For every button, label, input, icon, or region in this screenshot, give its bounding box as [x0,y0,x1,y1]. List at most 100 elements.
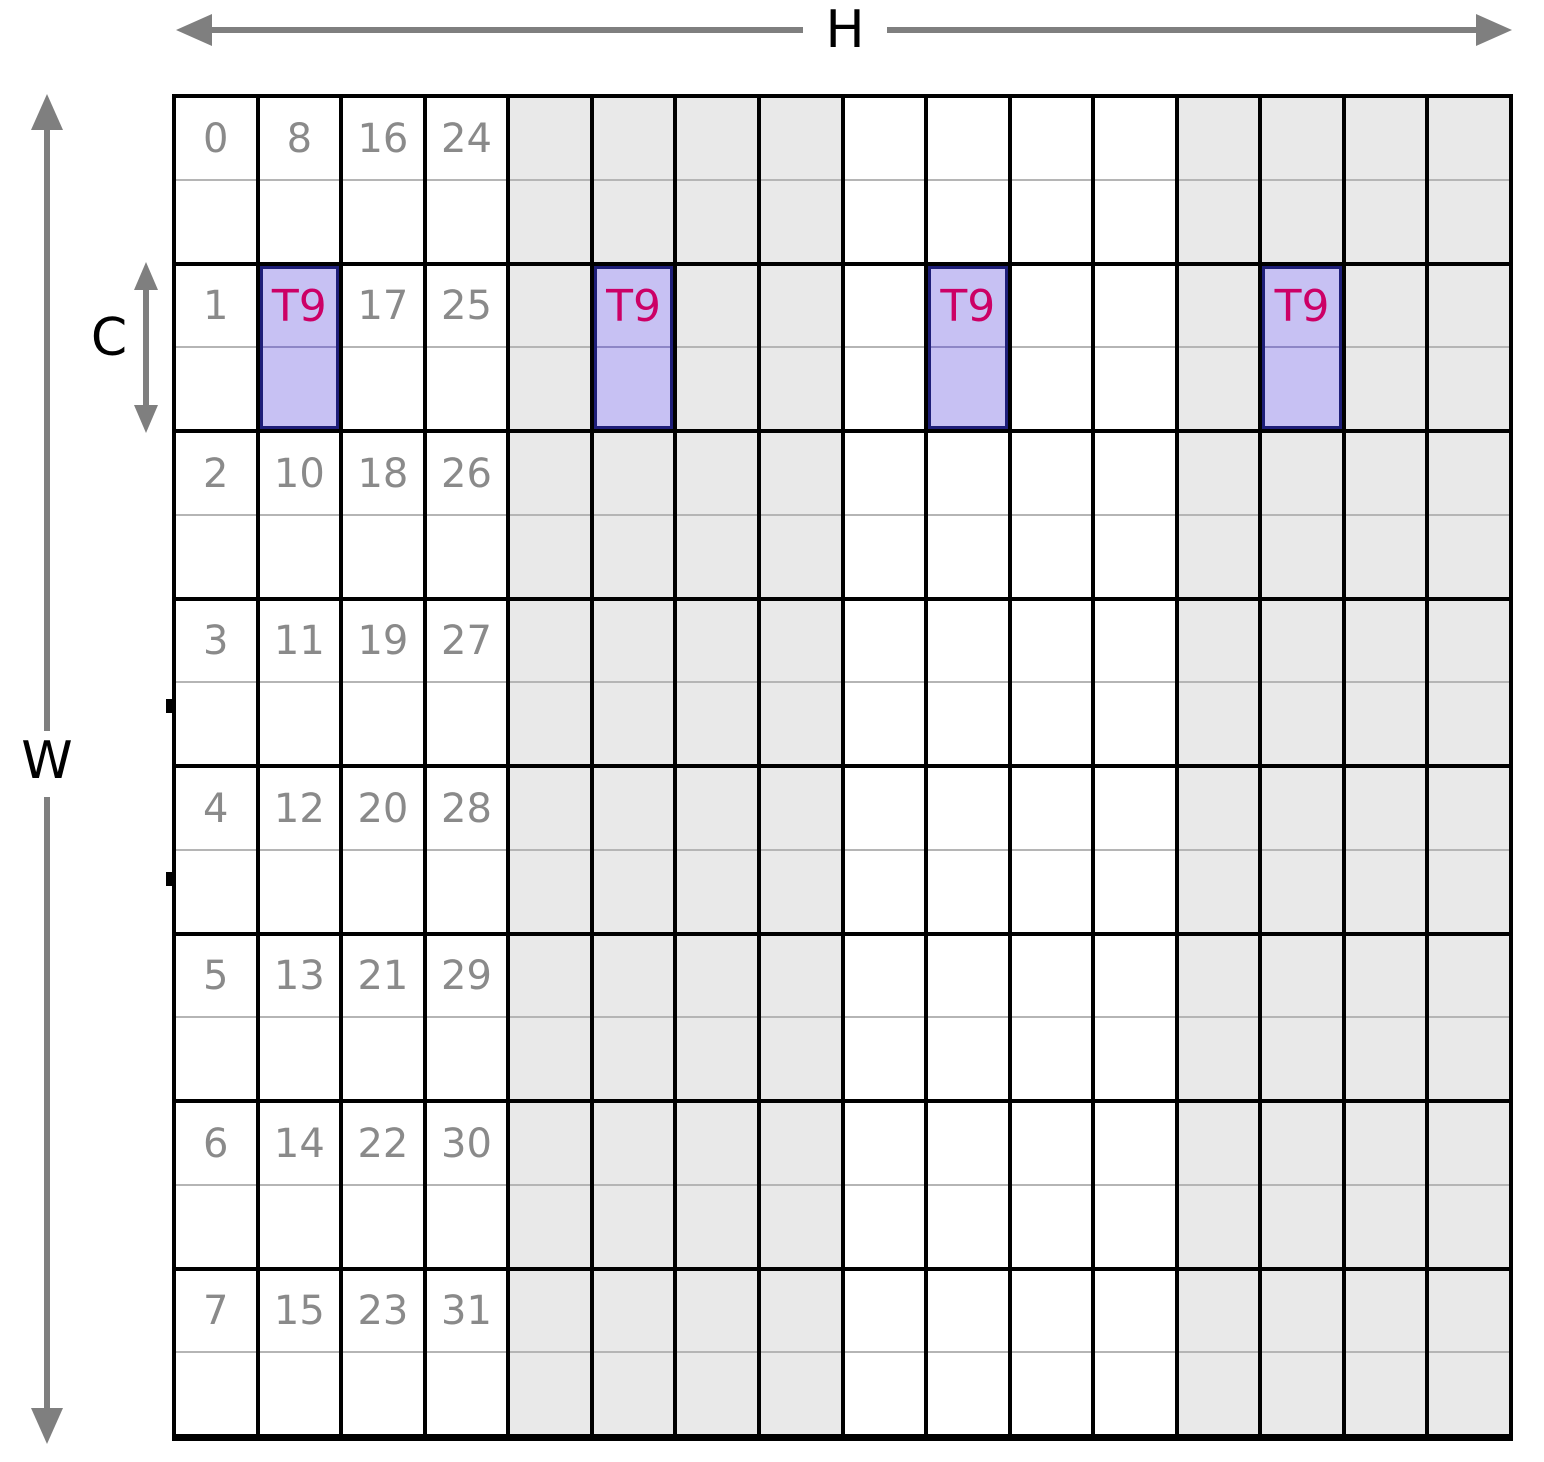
grid-cell-r3-c14 [1345,600,1426,764]
grid-cell-r6-c5 [593,1103,674,1267]
sub-row-divider [593,1351,674,1354]
grid-cell-r6-c10 [1011,1103,1092,1267]
cell-blank [845,1103,925,1185]
thread-label: T9 [940,280,996,332]
sub-row-divider [1345,1351,1426,1354]
cell-blank [1429,601,1509,683]
sub-row-divider [259,1016,340,1019]
cell-blank [594,433,674,515]
cell-blank [510,1103,590,1185]
sub-row-divider [928,1183,1008,1186]
left-border-tick [166,872,173,886]
sub-row-divider [1345,513,1426,516]
grid-cell-r2-c15 [1429,433,1509,597]
sub-row-divider [593,178,674,181]
cell-blank [845,936,925,1018]
sub-row-divider [343,178,423,181]
grid-cell-r5-c11 [1095,935,1175,1099]
cell-blank [761,601,841,683]
grid-cell-r3-c11 [1095,600,1175,764]
sub-row-divider [1429,848,1509,851]
grid-cell-r5-c2: 21 [343,935,423,1099]
cell-blank [677,1271,757,1353]
sub-row-divider [1429,1183,1509,1186]
sub-row-divider [928,1016,1008,1019]
grid-cell-r4-c11 [1095,768,1175,932]
cell-blank [1346,98,1426,180]
grid-cell-r0-c2: 16 [343,98,423,262]
cell-blank [1429,768,1509,850]
grid-cell-r6-c15 [1429,1103,1509,1267]
grid-cell-r7-c8 [844,1270,925,1434]
grid-cell-r4-c12 [1178,768,1259,932]
cell-blank [761,266,841,348]
sub-row-divider [593,1183,674,1186]
sub-row-divider [1345,1016,1426,1019]
grid-cell-r5-c12 [1178,935,1259,1099]
h-arrow-left-head [176,14,212,46]
sub-row-divider [510,178,590,181]
grid-cell-r7-c15 [1429,1270,1509,1434]
sub-row-divider [343,848,423,851]
c-arrow-bottom-head [134,405,158,433]
cell-blank [1346,768,1426,850]
grid-cell-r3-c7 [760,600,841,764]
cell-number: 30 [441,1120,492,1167]
sub-row-divider [510,346,590,349]
grid-cell-r3-c6 [677,600,757,764]
c-arrow-top-head [134,262,158,290]
cell-number: 27 [441,618,492,665]
cell-blank [1095,1103,1175,1185]
grid-cell-r5-c5 [593,935,674,1099]
sub-row-divider [760,513,841,516]
highlight-cell-r1-c9: T9 [928,265,1008,429]
grid-cell-r2-c8 [844,433,925,597]
cell-blank [1012,1103,1092,1185]
w-arrow-top-head [31,94,63,130]
grid-cell-r0-c11 [1095,98,1175,262]
grid-cell-r5-c7 [760,935,841,1099]
sub-row-divider [262,346,337,349]
grid-cell-r4-c4 [510,768,590,932]
grid-cell-r4-c8 [844,768,925,932]
sub-row-divider [760,178,841,181]
grid-cell-r6-c2: 22 [343,1103,423,1267]
cell-blank [1346,1271,1426,1353]
grid-cell-r4-c14 [1345,768,1426,932]
grid-cell-r1-c0: 1 [176,265,256,429]
cell-blank [677,936,757,1018]
cell-blank [1179,936,1259,1018]
w-arrow-bottom-head [31,1408,63,1444]
sub-row-divider [1262,1183,1342,1186]
cell-number: 7 [203,1288,229,1335]
cell-number: 28 [441,785,492,832]
grid-cell-r0-c8 [844,98,925,262]
cell-blank [677,98,757,180]
cell-blank [594,1271,674,1353]
grid-cell-r6-c3: 30 [426,1103,507,1267]
grid-cell-r7-c10 [1011,1270,1092,1434]
cell-number: 11 [273,618,325,665]
cell-blank [845,433,925,515]
grid-cell-r7-c13 [1262,1270,1342,1434]
grid-cell-r6-c0: 6 [176,1103,256,1267]
grid-cell-r7-c14 [1345,1270,1426,1434]
cell-blank [1429,98,1509,180]
cell-blank [677,266,757,348]
grid-cell-r7-c5 [593,1270,674,1434]
grid-cell-r6-c11 [1095,1103,1175,1267]
grid-cell-r0-c5 [593,98,674,262]
grid-cell-r4-c5 [593,768,674,932]
cell-blank [761,1103,841,1185]
cell-blank [928,433,1008,515]
sub-row-divider [1095,1016,1175,1019]
sub-row-divider [343,1016,423,1019]
cell-blank [928,768,1008,850]
cell-blank [510,98,590,180]
grid-cell-r6-c14 [1345,1103,1426,1267]
cell-blank [1095,768,1175,850]
cell-blank [1262,1271,1342,1353]
sub-row-divider [426,1016,507,1019]
highlight-cell-r1-c1: T9 [259,265,340,429]
h-dimension-label: H [803,0,887,60]
